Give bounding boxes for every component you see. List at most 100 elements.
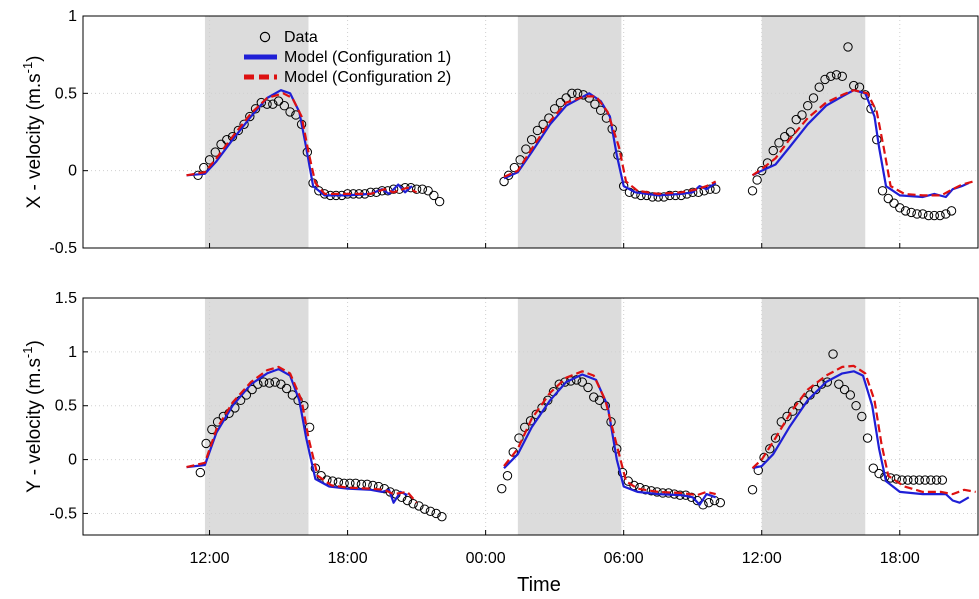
data-point — [768, 145, 778, 156]
data-point — [195, 467, 206, 478]
data-point — [808, 93, 819, 103]
y-tick-label: 0.5 — [55, 398, 77, 415]
data-point — [914, 475, 925, 485]
y-axis-label: X - velocity (m.s-1) — [20, 55, 45, 208]
data-point — [555, 97, 566, 108]
data-point — [264, 378, 275, 388]
data-point — [285, 107, 295, 117]
data-point — [920, 475, 930, 485]
legend-label-config1: Model (Configuration 1) — [284, 49, 451, 66]
y-axis-label-text: Y - velocity (m.s — [24, 358, 45, 493]
data-point — [843, 42, 853, 52]
data-point — [653, 192, 663, 202]
data-point — [903, 475, 913, 485]
data-point — [245, 111, 255, 122]
data-point — [589, 392, 599, 402]
data-point — [770, 433, 781, 443]
data-point — [388, 184, 399, 194]
data-point — [704, 497, 714, 508]
data-point — [839, 384, 850, 395]
data-point — [521, 144, 531, 154]
data-point — [822, 377, 832, 387]
x-tick-label: 12:00 — [190, 550, 230, 567]
data-point — [900, 206, 911, 216]
data-point — [659, 192, 669, 202]
series-group — [186, 349, 976, 522]
data-point — [803, 101, 813, 111]
data-point — [752, 175, 762, 185]
y-axis-label-text: X - velocity (m.s — [24, 73, 45, 208]
data-point — [333, 477, 344, 487]
x-tick-label: 00:00 — [466, 550, 506, 567]
data-point — [567, 88, 577, 99]
y-tick-label: -0.5 — [49, 505, 77, 522]
y-axis-label-close: ) — [24, 55, 45, 61]
y-axis-label-superscript: -1 — [20, 346, 35, 358]
data-point — [862, 433, 873, 443]
y-tick-label: 0 — [68, 163, 77, 180]
data-point — [239, 119, 249, 129]
data-point — [572, 88, 583, 99]
data-point — [747, 485, 758, 495]
data-point — [780, 131, 790, 142]
data-point — [497, 483, 507, 494]
series-line-model-configuration-2 — [503, 370, 716, 497]
data-point — [594, 395, 605, 406]
data-point — [210, 147, 220, 157]
y-axis-label: Y - velocity (m.s-1) — [20, 340, 45, 493]
data-point — [923, 210, 934, 221]
data-point — [715, 497, 726, 508]
y-tick-label: 1 — [68, 8, 77, 25]
data-point — [268, 99, 278, 109]
data-point — [834, 379, 844, 389]
data-point — [883, 193, 893, 204]
data-point — [216, 139, 226, 150]
data-point — [525, 416, 536, 426]
series-line-model-configuration-1 — [503, 373, 717, 506]
data-point — [204, 155, 215, 165]
shaded-period — [761, 298, 866, 535]
data-point — [402, 495, 413, 506]
legend-label-config2: Model (Configuration 2) — [284, 69, 451, 86]
data-point — [577, 377, 587, 387]
data-point — [946, 206, 957, 216]
data-point — [926, 475, 936, 485]
data-point — [647, 192, 658, 202]
series-line-model-configuration-1 — [186, 368, 408, 504]
series-line-model-configuration-2 — [751, 364, 976, 496]
data-point — [877, 186, 888, 196]
x-tick-label: 12:00 — [742, 550, 782, 567]
data-point — [891, 474, 902, 484]
data-point — [499, 176, 509, 187]
y-tick-label: 0 — [68, 452, 77, 469]
data-point — [425, 506, 436, 516]
y-tick-label: -0.5 — [49, 240, 77, 257]
y-axis-label-superscript: -1 — [20, 62, 35, 74]
data-point — [866, 104, 876, 114]
data-point — [857, 411, 867, 422]
data-point — [874, 468, 884, 479]
y-tick-label: 1.5 — [55, 290, 77, 307]
data-point — [765, 444, 775, 454]
data-point — [831, 70, 842, 80]
data-point — [759, 452, 769, 463]
data-point — [423, 186, 433, 196]
y-tick-label: 0.5 — [55, 85, 77, 102]
data-point — [270, 377, 280, 387]
data-point — [912, 209, 922, 219]
data-point — [851, 401, 861, 411]
legend-label-data: Data — [284, 29, 318, 46]
data-point — [437, 511, 447, 522]
data-point — [538, 119, 548, 129]
data-point — [797, 110, 807, 120]
data-point — [258, 377, 269, 387]
data-point — [250, 104, 261, 114]
shaded-period — [761, 16, 866, 248]
data-point — [711, 184, 721, 194]
data-point — [929, 210, 939, 221]
data-point — [417, 184, 428, 194]
data-point — [828, 349, 838, 359]
data-point — [526, 135, 537, 145]
data-point — [419, 504, 430, 514]
data-point — [502, 471, 513, 481]
